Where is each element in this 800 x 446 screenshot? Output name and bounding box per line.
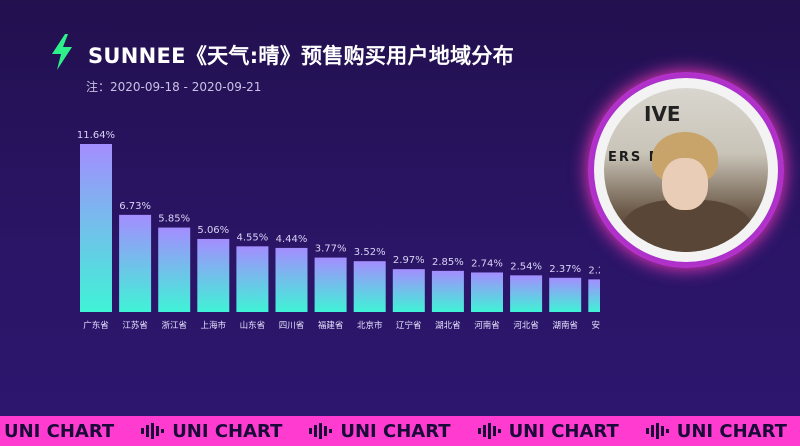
person-face <box>662 158 708 210</box>
value-label: 5.06% <box>197 225 229 236</box>
ticker-label: UNI CHART <box>676 420 787 442</box>
lightning-bolt-icon <box>52 34 72 70</box>
value-label: 5.85% <box>158 214 190 225</box>
value-label: 2.54% <box>510 261 542 272</box>
ticker-item: UNI CHART <box>308 416 451 446</box>
category-label: 河南省 <box>474 320 500 331</box>
category-label: 安徽省 <box>592 320 600 331</box>
streamer-avatar: IVE ERS MUSI <box>588 72 784 268</box>
sound-wave-icon <box>309 423 333 439</box>
category-label: 福建省 <box>318 320 344 331</box>
uni-chart-ticker: UNI CHART UNI CHART UNI CHART UNI CHART UNI … <box>0 416 800 446</box>
sound-wave-icon <box>141 423 165 439</box>
bar-广东省 <box>80 144 112 312</box>
avatar-frame: IVE ERS MUSI <box>594 78 778 262</box>
category-label: 上海市 <box>201 320 227 331</box>
ticker-label: UNI CHART <box>4 420 115 442</box>
bar-四川省 <box>275 247 308 312</box>
bar-chart: 11.64% 6.73% 5.85% 5.06% 4.55% 4.44% 3.77% 3.52… <box>77 130 600 331</box>
bar-山东省 <box>236 246 269 312</box>
category-label: 四川省 <box>279 320 305 331</box>
bar-河北省 <box>510 275 543 312</box>
value-label: 4.44% <box>276 234 308 245</box>
value-label: 6.73% <box>119 201 151 212</box>
avatar-banner-top: IVE <box>644 102 681 126</box>
ticker-item: UNI CHART <box>140 416 282 446</box>
bar-河南省 <box>471 272 503 312</box>
streamer-photo: IVE ERS MUSI <box>604 88 768 252</box>
category-label: 辽宁省 <box>396 320 422 331</box>
category-label: 湖南省 <box>552 320 578 331</box>
bar-辽宁省 <box>392 269 425 312</box>
value-label: 4.55% <box>237 232 269 243</box>
ticker-row: UNI CHART UNI CHART UNI CHART UNI CHART UNI … <box>0 416 800 446</box>
category-label: 江苏省 <box>122 320 148 331</box>
bar-福建省 <box>314 257 347 312</box>
category-label: 山东省 <box>240 320 266 331</box>
date-range-note: 注：2020-09-18 - 2020-09-21 <box>86 80 262 94</box>
ticker-label: UNI CHART <box>172 420 283 442</box>
category-label: 河北省 <box>513 320 539 331</box>
value-label: 2.85% <box>432 257 464 268</box>
category-label: 广东省 <box>83 320 109 331</box>
value-label: 3.52% <box>354 247 386 258</box>
bar-江苏省 <box>119 214 152 312</box>
value-label: 3.77% <box>315 244 347 255</box>
sound-wave-icon <box>645 423 669 439</box>
ticker-label: UNI CHART <box>340 420 451 442</box>
value-label: 2.26% <box>588 265 600 276</box>
value-label: 2.74% <box>471 258 503 269</box>
sound-wave-icon <box>477 423 501 439</box>
bar-湖北省 <box>431 270 464 312</box>
bar-浙江省 <box>158 227 191 312</box>
category-label: 浙江省 <box>161 320 187 331</box>
value-label: 2.97% <box>393 255 425 266</box>
ticker-item: UNI CHART <box>645 416 787 446</box>
category-label: 湖北省 <box>435 320 461 331</box>
bar-北京市 <box>353 261 386 312</box>
bar-上海市 <box>197 238 230 312</box>
ticker-label: UNI CHART <box>508 420 619 442</box>
bar-安徽省 <box>588 279 600 312</box>
category-label: 北京市 <box>357 320 383 331</box>
ticker-item: UNI CHART <box>0 416 114 446</box>
chart-title: SUNNEE《天气:晴》预售购买用户地域分布 <box>88 44 515 68</box>
value-label: 11.64% <box>77 130 115 141</box>
value-label: 2.37% <box>549 264 581 275</box>
ticker-item: UNI CHART <box>477 416 619 446</box>
bar-湖南省 <box>549 277 582 312</box>
